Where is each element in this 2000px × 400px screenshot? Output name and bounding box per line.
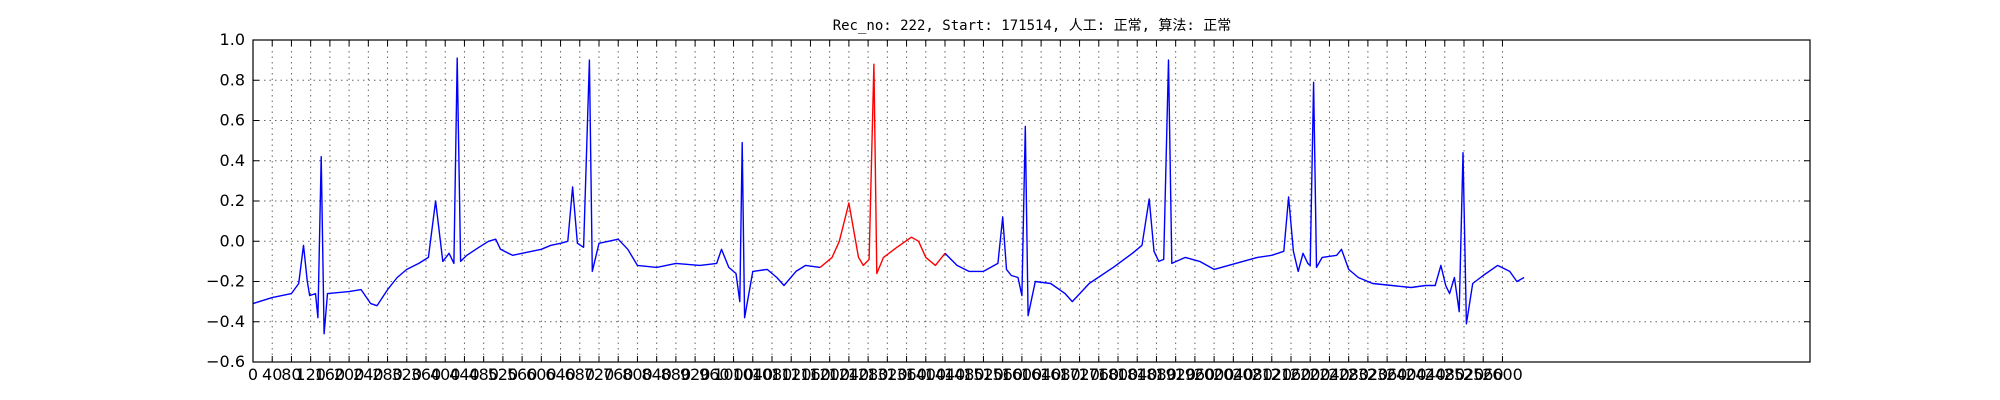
x-tick-label: 80 [281,365,301,384]
plot-area-frame [252,39,1811,363]
x-tick-label: 1320 [867,365,908,384]
x-tick-label: 1760 [1078,365,1119,384]
x-tick-label: 240 [353,365,384,384]
x-tick-label: 1960 [1175,365,1216,384]
y-tick-label: 0.0 [220,231,245,250]
x-tick-label: 2200 [1290,365,1331,384]
x-tick-label: 680 [565,365,596,384]
x-tick-label: 480 [468,365,499,384]
x-tick-label: 2520 [1444,365,1485,384]
x-tick-label: 2600 [1482,365,1523,384]
y-tick-label: 0.8 [220,70,245,89]
y-tick-label: −0.6 [206,352,245,371]
x-tick-label: 920 [680,365,711,384]
x-tick-label: 1880 [1136,365,1177,384]
x-tick-label: 2320 [1348,365,1389,384]
x-tick-label: 1280 [848,365,889,384]
x-tick-label: 440 [449,365,480,384]
x-tick-label: 40 [262,365,282,384]
x-tick-label: 2480 [1424,365,1465,384]
ecg-signal-segment-3 [944,59,1525,325]
x-tick-label: 560 [507,365,538,384]
x-tick-label: 800 [622,365,653,384]
x-tick-label: 720 [584,365,615,384]
x-tick-label: 520 [488,365,519,384]
x-tick-label: 1720 [1059,365,1100,384]
x-tick-label: 1920 [1155,365,1196,384]
x-tick-label: 1000 [713,365,754,384]
x-tick-label: 1360 [886,365,927,384]
x-tick-label: 1160 [790,365,831,384]
x-tick-label: 1680 [1040,365,1081,384]
ecg-signal-segment-2 [819,63,946,275]
chart-title: Rec_no: 222, Start: 171514, 人工: 正常, 算法: … [833,18,1232,34]
x-tick-label: 2000 [1194,365,1235,384]
x-tick-label: 2160 [1271,365,1312,384]
x-tick-label: 600 [526,365,557,384]
x-tick-label: 1400 [905,365,946,384]
x-tick-label: 1120 [771,365,812,384]
x-tick-label: 640 [545,365,576,384]
x-tick-label: 2240 [1309,365,1350,384]
x-tick-label: 1440 [925,365,966,384]
x-tick-label: 1240 [829,365,870,384]
x-tick-label: 1560 [982,365,1023,384]
x-tick-label: 280 [372,365,403,384]
grid [252,39,1810,363]
x-tick-label: 760 [603,365,634,384]
plot-lines [252,57,1525,335]
x-tick-label: 2120 [1251,365,1292,384]
x-tick-label: 320 [392,365,423,384]
x-tick-label: 1040 [732,365,773,384]
x-tick-label: 2560 [1463,365,1504,384]
x-tick-label: 960 [699,365,730,384]
x-tick-label: 2400 [1386,365,1427,384]
x-tick-label: 2280 [1328,365,1369,384]
x-tick-label: 2360 [1367,365,1408,384]
ecg-signal-segment-1 [252,57,821,335]
x-tick-label: 1640 [1021,365,1062,384]
y-tick-label: 0.4 [220,151,245,170]
y-axis-ticks: −0.6 −0.4 −0.2 0.0 0.2 0.4 0.6 0.8 1.0 [206,30,1810,371]
x-tick-label: 1080 [752,365,793,384]
x-tick-label: 1520 [963,365,1004,384]
x-tick-label: 160 [315,365,346,384]
x-tick-label: 120 [295,365,326,384]
y-tick-label: −0.4 [206,312,245,331]
x-tick-label: 840 [641,365,672,384]
x-tick-label: 400 [430,365,461,384]
x-tick-label: 1800 [1098,365,1139,384]
y-tick-label: 0.6 [220,111,245,130]
x-tick-label: 2080 [1232,365,1273,384]
x-tick-label: 1600 [1002,365,1043,384]
y-tick-label: 1.0 [220,30,245,49]
x-tick-label: 360 [411,365,442,384]
x-axis-ticks: 0 408012016020024028032036040044048052056… [248,40,1523,384]
y-tick-label: 0.2 [220,191,245,210]
x-tick-label: 1480 [944,365,985,384]
x-tick-label: 2040 [1213,365,1254,384]
x-tick-label: 2440 [1405,365,1446,384]
x-tick-label: 0 [248,365,258,384]
x-tick-label: 880 [661,365,692,384]
y-tick-label: −0.2 [206,272,245,291]
x-tick-label: 1840 [1117,365,1158,384]
x-tick-label: 1200 [809,365,850,384]
x-tick-label: 200 [334,365,365,384]
